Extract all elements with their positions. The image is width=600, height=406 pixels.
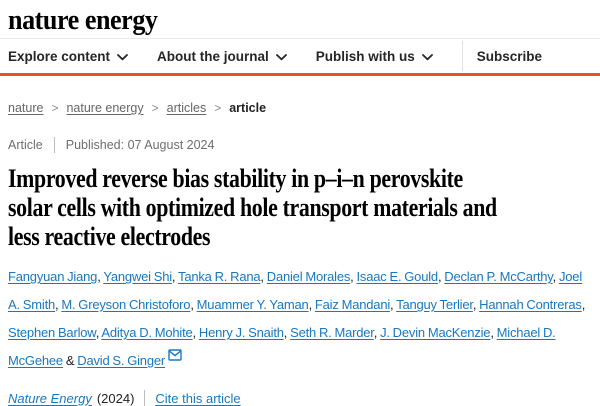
author-separator: ,: [437, 269, 445, 284]
corresponding-author-email-button[interactable]: [168, 343, 182, 371]
author-link[interactable]: Hannah Contreras: [479, 297, 582, 312]
author-link[interactable]: Yangwei Shi: [103, 269, 172, 284]
article-title-line: Improved reverse bias stability in p–i–n…: [8, 164, 463, 193]
cite-this-article-link[interactable]: Cite this article: [155, 390, 241, 406]
chevron-down-icon: [275, 53, 287, 60]
author-separator: ,: [55, 297, 62, 312]
author-link[interactable]: Isaac E. Gould: [356, 269, 438, 284]
author-link[interactable]: Fangyuan Jiang: [8, 269, 98, 284]
nav-item-about-the-journal[interactable]: About the journal: [157, 49, 287, 64]
author-separator: ,: [192, 325, 199, 340]
author-list: Fangyuan Jiang, Yangwei Shi, Tanka R. Ra…: [8, 263, 590, 375]
main-nav: Explore content About the journal Publish …: [0, 39, 600, 76]
author-link[interactable]: Daniel Morales: [266, 269, 351, 284]
journal-link[interactable]: Nature Energy: [8, 390, 92, 406]
author-link[interactable]: Declan P. McCarthy: [444, 269, 553, 284]
author-separator: ,: [490, 325, 497, 340]
article-meta: Article Published: 07 August 2024: [8, 137, 592, 153]
author-separator: ,: [581, 297, 586, 312]
author-link[interactable]: Tanka R. Rana: [178, 269, 261, 284]
breadcrumb-item-nature[interactable]: nature: [8, 101, 44, 115]
article-type-label: Article: [8, 138, 43, 152]
article-title-line: solar cells with optimized hole transpor…: [8, 193, 497, 222]
nav-item-label: Publish with us: [315, 48, 415, 64]
author-link[interactable]: Muammer Y. Yaman: [196, 297, 309, 312]
nav-item-explore-content[interactable]: Explore content: [8, 49, 128, 64]
author-link[interactable]: Joel A. Smith: [8, 269, 583, 312]
author-link[interactable]: Seth R. Marder: [290, 325, 374, 340]
author-ampersand: &: [62, 353, 78, 368]
nav-item-label: Explore content: [8, 48, 111, 64]
cite-divider: [144, 390, 146, 406]
author-link[interactable]: M. Greyson Christoforo: [61, 297, 191, 312]
journal-logo[interactable]: nature energy: [8, 4, 158, 36]
author-separator: ,: [350, 269, 357, 284]
author-separator: ,: [552, 269, 559, 284]
site-header: nature energy: [0, 0, 600, 39]
nav-divider: [461, 41, 463, 71]
subscribe-link[interactable]: Subscribe: [476, 48, 543, 64]
author-link[interactable]: Michael D. McGehee: [8, 325, 556, 368]
meta-divider: [53, 137, 55, 153]
author-link[interactable]: Faiz Mandani: [314, 297, 391, 312]
chevron-down-icon: [421, 53, 433, 60]
author-separator: ,: [283, 325, 291, 340]
breadcrumb-item-nature-energy[interactable]: nature energy: [66, 101, 144, 115]
breadcrumb-item-article: article: [229, 101, 267, 115]
nav-item-publish-with-us[interactable]: Publish with us: [316, 49, 433, 64]
chevron-down-icon: [117, 53, 128, 60]
breadcrumb-separator: >: [51, 101, 59, 115]
breadcrumb-separator: >: [214, 101, 222, 115]
author-link[interactable]: Stephen Barlow: [8, 325, 96, 340]
author-separator: ,: [260, 269, 267, 284]
breadcrumb: nature > nature energy > articles > article: [8, 101, 592, 115]
article-title-line: less reactive electrodes: [8, 222, 211, 251]
author-link[interactable]: Henry J. Snaith: [198, 325, 284, 340]
citation-year: (2024): [96, 390, 135, 406]
nav-item-label: About the journal: [157, 48, 269, 64]
envelope-icon: [168, 349, 182, 361]
article-title: Improved reverse bias stability in p–i–n…: [8, 164, 592, 251]
author-link[interactable]: J. Devin MacKenzie: [380, 325, 491, 340]
breadcrumb-item-articles[interactable]: articles: [166, 101, 207, 115]
citation-line: Nature Energy (2024) Cite this article: [8, 390, 592, 406]
author-separator: ,: [97, 269, 104, 284]
author-link[interactable]: Tanguy Terlier: [396, 297, 473, 312]
author-separator: ,: [373, 325, 381, 340]
author-separator: ,: [95, 325, 102, 340]
breadcrumb-separator: >: [151, 101, 159, 115]
author-separator: ,: [190, 297, 197, 312]
author-separator: ,: [472, 297, 480, 312]
author-separator: ,: [171, 269, 179, 284]
author-link[interactable]: Aditya D. Mohite: [101, 325, 193, 340]
author-separator: ,: [308, 297, 315, 312]
author-separator: ,: [390, 297, 397, 312]
author-link[interactable]: David S. Ginger: [77, 353, 166, 368]
published-date: Published: 07 August 2024: [65, 138, 215, 152]
